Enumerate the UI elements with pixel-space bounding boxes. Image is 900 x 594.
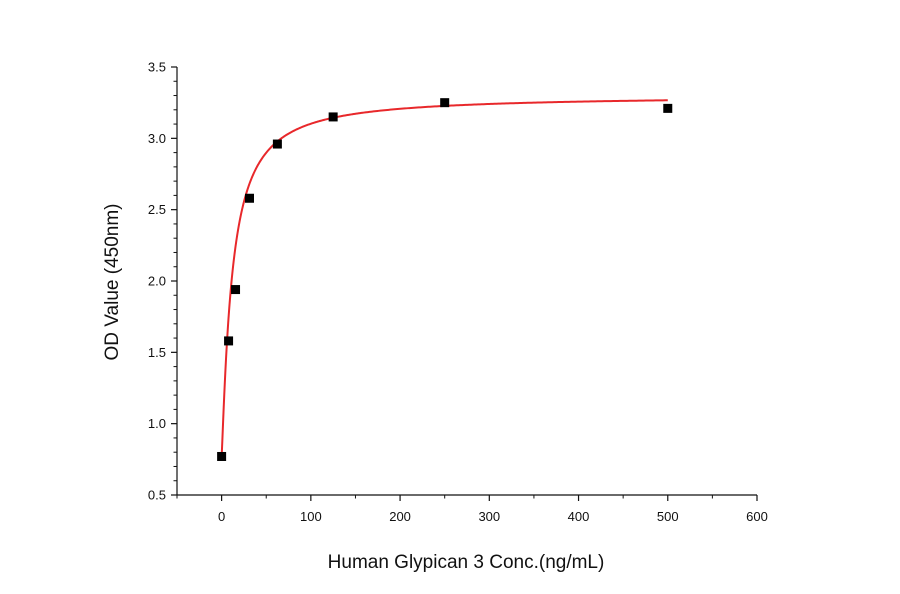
y-tick-label: 3.0 [148, 131, 166, 146]
axes [176, 67, 757, 496]
x-tick-label: 600 [746, 509, 768, 524]
y-axis-title: OD Value (450nm) [102, 204, 123, 361]
x-tick-label: 100 [300, 509, 322, 524]
data-point [663, 103, 673, 113]
y-tick-label: 2.0 [148, 274, 166, 289]
fit-curve [220, 99, 668, 457]
data-point [224, 336, 234, 346]
x-axis-title: Human Glypican 3 Conc.(ng/mL) [328, 552, 605, 573]
data-point [245, 193, 254, 203]
data-point [217, 451, 227, 461]
x-tick-label: 300 [478, 509, 500, 524]
y-tick-label: 1.0 [148, 416, 166, 431]
data-point [440, 98, 450, 108]
data-points [217, 98, 673, 461]
ticks: 0 100 200 300 400 500 600 0.5 1.0 1.5 2.0 2.5 3.0 3.5 [148, 60, 768, 525]
y-tick-label: 2.5 [148, 202, 166, 217]
y-tick-label: 0.5 [148, 488, 166, 503]
data-point [272, 139, 282, 149]
data-point [328, 112, 338, 122]
x-tick-label: 500 [657, 509, 679, 524]
data-point [231, 285, 241, 295]
fit-curve-group [220, 99, 668, 457]
x-tick-label: 200 [389, 509, 411, 524]
x-tick-label: 400 [568, 509, 590, 524]
y-tick-label: 1.5 [148, 345, 166, 360]
y-tick-label: 3.5 [148, 60, 166, 75]
x-tick-label: 0 [218, 509, 225, 524]
